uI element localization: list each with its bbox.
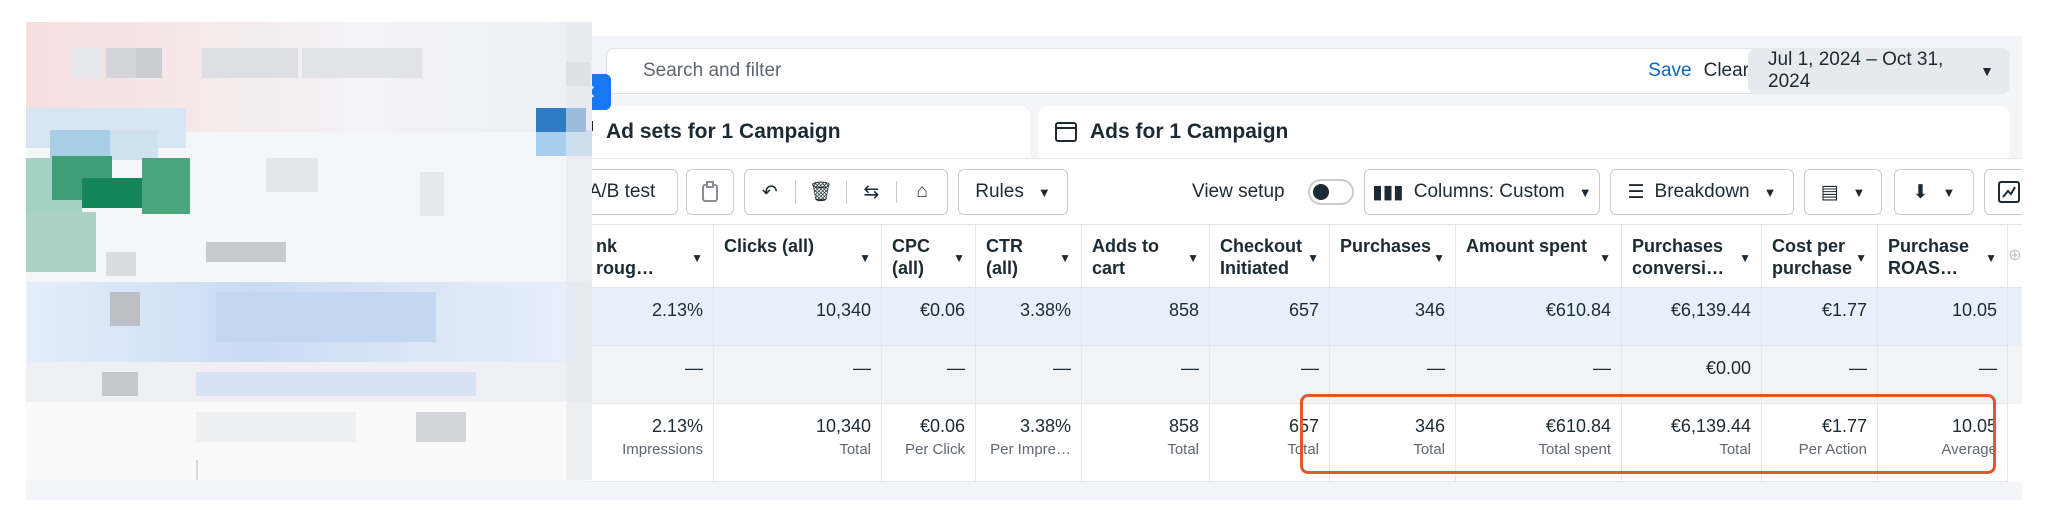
col-header[interactable]: CTR (all) ▼ <box>976 225 1082 287</box>
columns-label: Columns: Custom <box>1413 181 1565 202</box>
col-header[interactable]: CPC (all) ▼ <box>882 225 976 287</box>
date-range-picker[interactable]: Jul 1, 2024 – Oct 31, 2024 ▼ <box>1748 48 2010 94</box>
window-icon <box>1055 122 1077 142</box>
chevron-down-icon: ▼ <box>1980 63 1994 79</box>
rules-label: Rules <box>975 181 1024 202</box>
chart-button[interactable] <box>1984 169 2022 215</box>
clipboard-icon <box>702 181 718 202</box>
rules-button[interactable]: Rules ▼ <box>958 169 1068 215</box>
caret-down-icon: ▼ <box>1059 251 1071 265</box>
search-bar[interactable]: Search and filter Save Clear <box>606 48 1766 94</box>
caret-down-icon: ▼ <box>1307 251 1319 265</box>
reports-icon: ▤ <box>1820 181 1839 203</box>
caret-down-icon: ▼ <box>1599 251 1611 265</box>
tab-ad-sets[interactable]: Ad sets for 1 Campaign <box>554 106 1030 158</box>
view-setup-label: View setup <box>1192 181 1285 202</box>
col-header[interactable]: Clicks (all) ▼ <box>714 225 882 287</box>
caret-down-icon: ▼ <box>1739 251 1751 265</box>
swap-icon[interactable]: ⇆ <box>845 180 897 204</box>
caret-down-icon: ▼ <box>691 251 703 265</box>
toolbar: A/B test ↶ 🗑 ⇆ ⌂ Rules ▼ View setup ▮▮▮ C… <box>566 158 2022 224</box>
col-header[interactable]: nk roug… ▼ <box>586 225 714 287</box>
chevron-down-icon: ▼ <box>1852 184 1866 200</box>
caret-down-icon: ▼ <box>953 251 965 265</box>
table-header: nk roug… ▼ Clicks (all) ▼ CPC (all) ▼ CTR (all… <box>586 224 2022 288</box>
breakdown-button[interactable]: ☰ Breakdown ▼ <box>1610 169 1794 215</box>
table-row[interactable]: 2.13% 10,340 €0.06 3.38% 858 657 346 €61… <box>586 288 2022 346</box>
chevron-down-icon: ▼ <box>1578 184 1592 200</box>
add-column-icon[interactable]: ⊕ <box>2008 247 2022 264</box>
table-row[interactable]: — — — — — — — — €0.00 — — <box>586 346 2022 404</box>
export-button[interactable]: ⬇ ▼ <box>1894 169 1974 215</box>
col-header[interactable]: Purchases ▼ <box>1330 225 1456 287</box>
chevron-down-icon: ▼ <box>1037 184 1051 200</box>
breakdown-icon: ☰ <box>1627 181 1645 203</box>
trash-icon[interactable]: 🗑 <box>794 180 846 204</box>
caret-down-icon: ▼ <box>1985 251 1997 265</box>
tab-ads[interactable]: Ads for 1 Campaign <box>1038 106 2010 158</box>
date-range-label: Jul 1, 2024 – Oct 31, 2024 <box>1768 49 1944 92</box>
blurred-campaign-panel <box>26 22 592 480</box>
caret-down-icon: ▼ <box>1187 251 1199 265</box>
tab-ads-label: Ads for 1 Campaign <box>1090 120 1289 143</box>
undo-icon[interactable]: ↶ <box>761 181 778 203</box>
totals-row: 2.13% Impressions 10,340 Total €0.06 Per Cl… <box>586 404 2022 482</box>
chart-icon <box>1998 181 2020 203</box>
download-icon: ⬇ <box>1912 181 1929 203</box>
col-header[interactable]: Cost per purchase ▼ <box>1762 225 1878 287</box>
save-filter-button[interactable]: Save <box>1648 60 1692 81</box>
breakdown-label: Breakdown <box>1654 181 1750 202</box>
search-input[interactable]: Search and filter <box>643 60 782 81</box>
caret-down-icon: ▼ <box>859 251 871 265</box>
col-header[interactable]: Checkout Initiated ▼ <box>1210 225 1330 287</box>
chevron-down-icon: ▼ <box>1942 184 1956 200</box>
col-header[interactable]: Adds to cart ▼ <box>1082 225 1210 287</box>
chevron-down-icon: ▼ <box>1763 184 1777 200</box>
col-header[interactable]: Purchases conversi… ▼ <box>1622 225 1762 287</box>
col-header[interactable]: Purchase ROAS… ▼ <box>1878 225 2008 287</box>
ads-manager-frame: Search and filter Save Clear Jul 1, 2024… <box>26 36 2022 500</box>
reports-button[interactable]: ▤ ▼ <box>1804 169 1882 215</box>
col-header[interactable]: Amount spent ▼ <box>1456 225 1622 287</box>
tag-icon[interactable]: ⌂ <box>896 181 947 203</box>
caret-down-icon: ▼ <box>1855 251 1867 265</box>
view-setup-toggle[interactable] <box>1308 179 1354 205</box>
caret-down-icon: ▼ <box>1433 251 1445 265</box>
tab-ad-sets-label: Ad sets for 1 Campaign <box>606 120 841 143</box>
columns-icon: ▮▮▮ <box>1372 181 1404 203</box>
duplicate-button[interactable] <box>686 169 734 215</box>
clear-filter-button[interactable]: Clear <box>1703 60 1749 81</box>
edit-actions-group: ↶ 🗑 ⇆ ⌂ <box>744 169 948 215</box>
columns-button[interactable]: ▮▮▮ Columns: Custom ▼ <box>1364 169 1600 215</box>
